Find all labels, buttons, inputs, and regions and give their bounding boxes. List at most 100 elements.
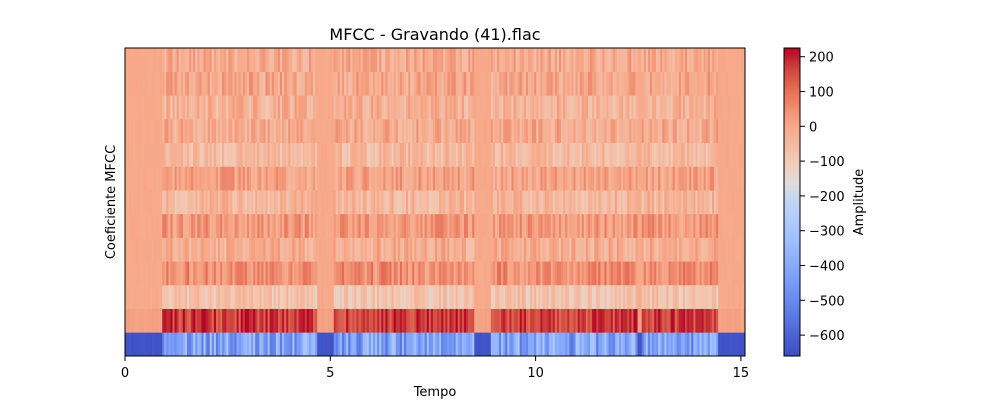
heatmap-cell [718, 284, 721, 309]
heatmap-cell [480, 213, 483, 238]
heatmap-cell [313, 213, 316, 238]
heatmap-cell [459, 261, 463, 286]
heatmap-cell [129, 213, 132, 238]
heatmap-cell [662, 48, 665, 73]
heatmap-cell [631, 284, 634, 309]
heatmap-cell [193, 95, 196, 120]
heatmap-cell [602, 213, 605, 238]
heatmap-cell [164, 213, 167, 238]
heatmap-cell [536, 190, 539, 215]
heatmap-cell [598, 95, 601, 120]
heatmap-cell [445, 308, 448, 333]
heatmap-cell [538, 142, 541, 167]
heatmap-cell [422, 71, 426, 96]
heatmap-cell [476, 237, 479, 262]
heatmap-cell [709, 213, 713, 238]
heatmap-cell [581, 142, 585, 167]
heatmap-cell [590, 48, 593, 73]
heatmap-cell [581, 48, 585, 73]
heatmap-cell [476, 308, 479, 333]
heatmap-cell [246, 142, 250, 167]
heatmap-cell [606, 190, 609, 215]
heatmap-cell [499, 166, 502, 191]
heatmap-cell [459, 308, 463, 333]
heatmap-cell [567, 237, 570, 262]
heatmap-cell [356, 332, 359, 357]
heatmap-cell [668, 142, 671, 167]
heatmap-cell [552, 308, 556, 333]
heatmap-cell [654, 166, 657, 191]
heatmap-cell [201, 261, 204, 286]
heatmap-cell [530, 237, 533, 262]
heatmap-cell [143, 71, 147, 96]
heatmap-cell [182, 166, 186, 191]
heatmap-cell [482, 237, 485, 262]
heatmap-cell [153, 48, 157, 73]
heatmap-cell [375, 261, 378, 286]
heatmap-cell [129, 332, 132, 357]
heatmap-cell [443, 142, 446, 167]
heatmap-cell [631, 48, 634, 73]
heatmap-cell [226, 261, 229, 286]
heatmap-cell [670, 190, 674, 215]
heatmap-cell [685, 71, 688, 96]
heatmap-cell [199, 71, 202, 96]
heatmap-cell [125, 71, 128, 96]
heatmap-cell [201, 119, 204, 144]
heatmap-cell [412, 190, 415, 215]
heatmap-cell [346, 142, 349, 167]
heatmap-cell [358, 308, 361, 333]
heatmap-cell [139, 213, 142, 238]
heatmap-cell [153, 261, 157, 286]
heatmap-cell [191, 71, 194, 96]
heatmap-cell [654, 95, 657, 120]
heatmap-cell [153, 71, 157, 96]
heatmap-cell [519, 190, 523, 215]
heatmap-cell [401, 48, 405, 73]
heatmap-cell [414, 48, 417, 73]
heatmap-cell [435, 142, 438, 167]
heatmap-cell [412, 332, 415, 357]
heatmap-cell [321, 284, 324, 309]
heatmap-cell [414, 166, 417, 191]
heatmap-cell [304, 48, 308, 73]
heatmap-cell [238, 190, 242, 215]
heatmap-cell [658, 119, 661, 144]
heatmap-cell [513, 284, 516, 309]
heatmap-cell [621, 48, 624, 73]
heatmap-cell [304, 308, 308, 333]
heatmap-cell [125, 142, 128, 167]
heatmap-cell [342, 213, 345, 238]
heatmap-cell [426, 142, 430, 167]
heatmap-cell [220, 95, 223, 120]
heatmap-cell [470, 71, 473, 96]
heatmap-cell [674, 119, 678, 144]
heatmap-cell [666, 332, 669, 357]
heatmap-cell [337, 284, 341, 309]
heatmap-cell [738, 48, 742, 73]
heatmap-cell [637, 48, 640, 73]
heatmap-cell [335, 308, 339, 333]
heatmap-cell [573, 166, 576, 191]
heatmap-cell [356, 95, 359, 120]
heatmap-cell [457, 71, 461, 96]
heatmap-cell [453, 48, 457, 73]
heatmap-cell [166, 308, 169, 333]
heatmap-cell [540, 71, 543, 96]
heatmap-cell [401, 190, 405, 215]
heatmap-cell [711, 332, 715, 357]
heatmap-cell [532, 284, 535, 309]
heatmap-cell [158, 142, 161, 167]
heatmap-cell [581, 237, 585, 262]
heatmap-cell [488, 48, 492, 73]
heatmap-cell [649, 48, 653, 73]
heatmap-cell [641, 166, 645, 191]
heatmap-cell [292, 237, 295, 262]
heatmap-cell [641, 213, 645, 238]
heatmap-cell [189, 308, 192, 333]
heatmap-cell [583, 237, 587, 262]
heatmap-cell [596, 213, 599, 238]
heatmap-cell [689, 119, 692, 144]
heatmap-cell [441, 48, 444, 73]
heatmap-cell [352, 308, 355, 333]
